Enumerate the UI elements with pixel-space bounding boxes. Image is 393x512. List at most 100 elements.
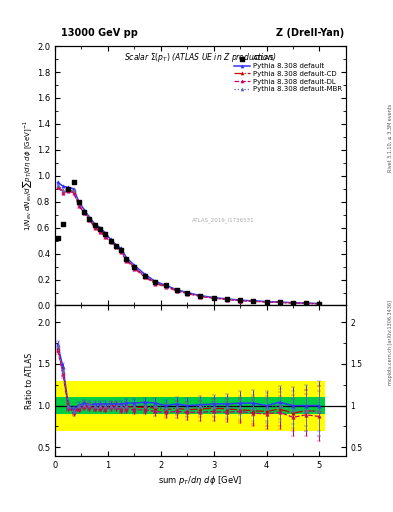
ATLAS [152, 278, 159, 286]
Pythia 8.308 default-MBR [143, 272, 147, 279]
ATLAS [118, 246, 124, 254]
ATLAS [97, 225, 103, 233]
Pythia 8.308 default-CD [164, 283, 169, 289]
ATLAS [237, 296, 243, 305]
Pythia 8.308 default-DL [114, 244, 118, 250]
Pythia 8.308 default-MBR [66, 186, 71, 192]
Pythia 8.308 default [82, 206, 86, 212]
Pythia 8.308 default [143, 271, 147, 278]
Pythia 8.308 default-DL [66, 188, 71, 195]
Pythia 8.308 default-DL [185, 290, 189, 296]
Pythia 8.308 default [211, 294, 216, 301]
Pythia 8.308 default-MBR [87, 214, 92, 220]
Pythia 8.308 default-MBR [164, 283, 169, 289]
Pythia 8.308 default [92, 221, 97, 227]
Pythia 8.308 default-DL [108, 239, 113, 245]
Pythia 8.308 default-DL [55, 184, 60, 190]
Pythia 8.308 default-DL [174, 288, 179, 294]
Pythia 8.308 default-MBR [132, 264, 137, 270]
Pythia 8.308 default-DL [92, 225, 97, 231]
Pythia 8.308 default-MBR [71, 187, 76, 193]
ATLAS [263, 297, 270, 306]
ATLAS [60, 220, 66, 228]
Pythia 8.308 default [114, 242, 118, 248]
Legend: ATLAS, Pythia 8.308 default, Pythia 8.308 default-CD, Pythia 8.308 default-DL, P: ATLAS, Pythia 8.308 default, Pythia 8.30… [234, 55, 342, 93]
Pythia 8.308 default [251, 298, 256, 304]
Pythia 8.308 default-DL [224, 296, 229, 303]
ATLAS [142, 271, 148, 280]
ATLAS [55, 234, 61, 242]
Pythia 8.308 default-CD [97, 227, 102, 233]
Pythia 8.308 default-MBR [238, 297, 242, 304]
Pythia 8.308 default-DL [164, 284, 169, 290]
Text: Rivet 3.1.10, ≥ 3.3M events: Rivet 3.1.10, ≥ 3.3M events [388, 104, 393, 173]
Pythia 8.308 default [153, 279, 158, 285]
Pythia 8.308 default-CD [153, 280, 158, 286]
Pythia 8.308 default-CD [251, 298, 256, 304]
Pythia 8.308 default [103, 230, 108, 236]
Pythia 8.308 default-CD [77, 201, 81, 207]
Line: Pythia 8.308 default: Pythia 8.308 default [56, 181, 321, 305]
Pythia 8.308 default-CD [55, 183, 60, 189]
Pythia 8.308 default-DL [251, 298, 256, 305]
Pythia 8.308 default-MBR [119, 247, 123, 253]
Pythia 8.308 default [119, 245, 123, 251]
Line: Pythia 8.308 default-CD: Pythia 8.308 default-CD [56, 184, 321, 306]
ATLAS [76, 198, 82, 206]
Pythia 8.308 default [71, 186, 76, 192]
Pythia 8.308 default [87, 214, 92, 220]
Pythia 8.308 default-CD [317, 301, 322, 307]
Pythia 8.308 default-MBR [61, 187, 65, 193]
ATLAS [65, 185, 72, 193]
Pythia 8.308 default-CD [132, 264, 137, 270]
ATLAS [92, 221, 98, 229]
Pythia 8.308 default-CD [290, 300, 295, 306]
Pythia 8.308 default-MBR [185, 290, 189, 296]
Pythia 8.308 default-MBR [92, 222, 97, 228]
Line: Pythia 8.308 default-DL: Pythia 8.308 default-DL [56, 186, 321, 306]
Pythia 8.308 default [198, 292, 203, 298]
Pythia 8.308 default [277, 299, 282, 305]
Pythia 8.308 default-CD [124, 257, 129, 263]
Pythia 8.308 default-DL [143, 274, 147, 280]
Pythia 8.308 default-CD [92, 223, 97, 229]
ATLAS [277, 298, 283, 306]
Pythia 8.308 default-CD [211, 295, 216, 301]
Pythia 8.308 default-DL [71, 189, 76, 196]
ATLAS [131, 263, 138, 271]
Pythia 8.308 default [238, 297, 242, 303]
Pythia 8.308 default-MBR [108, 238, 113, 244]
ATLAS [86, 215, 92, 223]
Pythia 8.308 default-DL [277, 300, 282, 306]
Pythia 8.308 default-MBR [114, 243, 118, 249]
ATLAS [184, 288, 190, 296]
Pythia 8.308 default-DL [304, 301, 309, 307]
Pythia 8.308 default [132, 262, 137, 268]
ATLAS [81, 208, 87, 216]
ATLAS [211, 293, 217, 302]
Pythia 8.308 default [97, 225, 102, 231]
Pythia 8.308 default-CD [174, 287, 179, 293]
Pythia 8.308 default-DL [87, 217, 92, 223]
Pythia 8.308 default-DL [264, 299, 269, 305]
Pythia 8.308 default-CD [304, 300, 309, 306]
Pythia 8.308 default-MBR [103, 231, 108, 237]
Pythia 8.308 default [317, 301, 322, 307]
ATLAS [173, 286, 180, 294]
Pythia 8.308 default-CD [143, 273, 147, 280]
Text: 13000 GeV pp: 13000 GeV pp [61, 28, 138, 38]
Pythia 8.308 default-CD [103, 232, 108, 239]
Pythia 8.308 default-MBR [290, 300, 295, 306]
Pythia 8.308 default-CD [61, 188, 65, 195]
Pythia 8.308 default-DL [238, 297, 242, 304]
Pythia 8.308 default-MBR [124, 255, 129, 262]
Pythia 8.308 default-DL [132, 265, 137, 271]
Pythia 8.308 default-MBR [97, 226, 102, 232]
Pythia 8.308 default [55, 179, 60, 185]
Pythia 8.308 default-MBR [198, 293, 203, 299]
Text: ATLAS_2019_I1736531: ATLAS_2019_I1736531 [192, 217, 254, 223]
Line: Pythia 8.308 default-MBR: Pythia 8.308 default-MBR [56, 183, 321, 306]
ATLAS [303, 299, 309, 307]
Pythia 8.308 default-CD [277, 300, 282, 306]
Pythia 8.308 default-DL [97, 228, 102, 234]
